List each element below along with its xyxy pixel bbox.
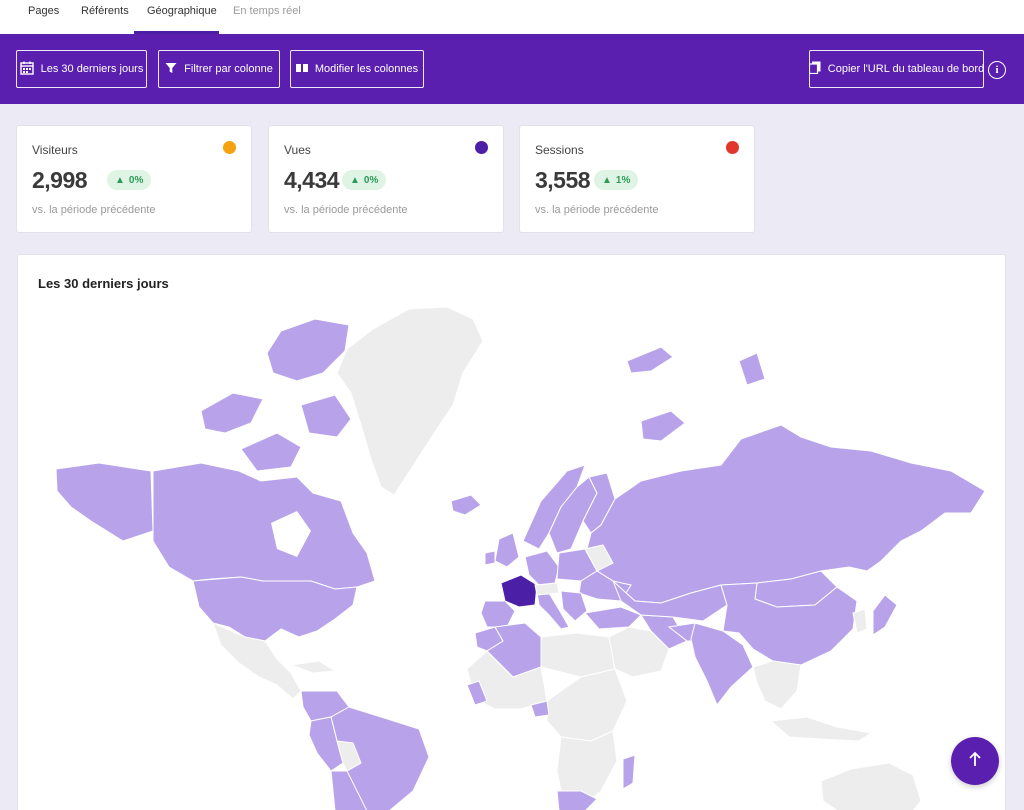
change-badge: ▲ 1% bbox=[594, 170, 639, 190]
date-range-button[interactable]: Les 30 derniers jours bbox=[16, 50, 147, 88]
country-russia[interactable] bbox=[584, 424, 986, 604]
arrow-up-icon: ▲ bbox=[602, 174, 612, 186]
filter-label: Filtrer par colonne bbox=[184, 63, 273, 75]
country-russia-islands[interactable] bbox=[738, 352, 766, 386]
country-nigeria[interactable] bbox=[530, 700, 550, 718]
country-peru[interactable] bbox=[308, 716, 344, 772]
stat-value: 3,558 bbox=[535, 167, 591, 193]
country-central-africa[interactable] bbox=[546, 668, 628, 742]
country-uk[interactable] bbox=[494, 532, 520, 568]
stat-label: Visiteurs bbox=[32, 143, 78, 157]
country-mexico[interactable] bbox=[212, 622, 302, 700]
country-china[interactable] bbox=[720, 582, 858, 666]
tab-geographique[interactable]: Géographique bbox=[147, 5, 217, 17]
country-middle-east[interactable] bbox=[608, 626, 670, 678]
country-south-africa[interactable] bbox=[556, 790, 598, 810]
country-turkey[interactable] bbox=[584, 606, 642, 630]
country-usa-alaska[interactable] bbox=[55, 462, 154, 542]
country-korea[interactable] bbox=[852, 608, 868, 634]
country-india[interactable] bbox=[690, 622, 754, 706]
tab-bar: Pages Référents Géographique En temps ré… bbox=[0, 0, 1024, 34]
dashboard-toolbar: Les 30 derniers jours Filtrer par colonn… bbox=[0, 34, 1024, 104]
tab-temps-reel[interactable]: En temps réel bbox=[233, 5, 301, 17]
columns-icon bbox=[295, 63, 308, 76]
arrow-up-icon: ▲ bbox=[115, 174, 125, 186]
country-italy[interactable] bbox=[536, 592, 570, 630]
country-libya-egypt[interactable] bbox=[540, 632, 616, 678]
country-germany-benelux[interactable] bbox=[524, 550, 560, 586]
country-austria-swiss[interactable] bbox=[534, 582, 560, 596]
stat-card-visiteurs: Visiteurs 2,998 ▲ 0% vs. la période précé… bbox=[16, 125, 252, 233]
country-southern-africa[interactable] bbox=[556, 730, 618, 808]
country-indonesia[interactable] bbox=[769, 716, 873, 742]
world-map[interactable] bbox=[18, 255, 1006, 810]
legend-dot bbox=[475, 141, 488, 154]
country-balkans[interactable] bbox=[560, 590, 588, 622]
stat-label: Vues bbox=[284, 143, 311, 157]
country-russia-islands[interactable] bbox=[640, 410, 686, 442]
copy-dashboard-url-button[interactable]: Copier l'URL du tableau de bord bbox=[808, 50, 985, 88]
legend-dot bbox=[223, 141, 236, 154]
stat-card-sessions: Sessions 3,558 ▲ 1% vs. la période précéd… bbox=[519, 125, 755, 233]
comparison-text: vs. la période précédente bbox=[284, 204, 408, 216]
comparison-text: vs. la période précédente bbox=[32, 204, 156, 216]
comparison-text: vs. la période précédente bbox=[535, 204, 659, 216]
country-ireland[interactable] bbox=[484, 550, 496, 566]
stat-value: 4,434 bbox=[284, 167, 340, 193]
filter-button[interactable]: Filtrer par colonne bbox=[158, 50, 280, 88]
world-map-card: Les 30 derniers jours bbox=[17, 254, 1006, 810]
country-australia[interactable] bbox=[820, 762, 922, 810]
date-range-label: Les 30 derniers jours bbox=[40, 63, 144, 75]
copy-icon bbox=[808, 61, 821, 77]
country-canada-arctic[interactable] bbox=[300, 394, 352, 438]
country-canada-arctic[interactable] bbox=[240, 432, 302, 472]
country-greenland[interactable] bbox=[336, 306, 484, 496]
edit-columns-label: Modifier les colonnes bbox=[314, 63, 419, 75]
info-icon[interactable]: i bbox=[988, 61, 1006, 79]
stat-label: Sessions bbox=[535, 143, 584, 157]
country-senegal-coast[interactable] bbox=[466, 680, 488, 706]
legend-dot bbox=[726, 141, 739, 154]
change-value: 0% bbox=[363, 174, 379, 186]
country-bolivia[interactable] bbox=[336, 740, 362, 772]
stat-value: 2,998 bbox=[32, 167, 88, 193]
tab-referents[interactable]: Référents bbox=[81, 5, 129, 17]
country-argentina-chile[interactable] bbox=[330, 770, 368, 810]
country-russia-islands[interactable] bbox=[626, 346, 674, 374]
country-southeast-asia[interactable] bbox=[752, 660, 802, 710]
scroll-to-top-button[interactable] bbox=[951, 737, 999, 785]
country-japan[interactable] bbox=[872, 594, 898, 636]
change-badge: ▲ 0% bbox=[342, 170, 387, 190]
arrow-up-icon: ▲ bbox=[350, 174, 360, 186]
arrow-up-icon bbox=[968, 751, 982, 772]
country-canada-arctic[interactable] bbox=[200, 392, 264, 434]
stat-card-vues: Vues 4,434 ▲ 0% vs. la période précédente bbox=[268, 125, 504, 233]
map-title: Les 30 derniers jours bbox=[38, 276, 169, 291]
country-belarus[interactable] bbox=[584, 544, 614, 572]
calendar-icon bbox=[19, 61, 34, 78]
filter-icon bbox=[165, 62, 177, 77]
country-usa[interactable] bbox=[192, 576, 358, 642]
change-value: 1% bbox=[615, 174, 631, 186]
tab-pages[interactable]: Pages bbox=[28, 5, 60, 17]
copy-url-label: Copier l'URL du tableau de bord bbox=[827, 63, 985, 75]
country-canada[interactable] bbox=[152, 462, 376, 590]
change-badge: ▲ 0% bbox=[107, 170, 152, 190]
country-iceland[interactable] bbox=[450, 494, 482, 516]
country-cuba[interactable] bbox=[290, 660, 337, 674]
active-tab-indicator bbox=[134, 31, 219, 34]
country-madagascar[interactable] bbox=[622, 754, 636, 790]
change-value: 0% bbox=[128, 174, 144, 186]
water-hudson-bay bbox=[271, 511, 311, 557]
country-canada-arctic[interactable] bbox=[266, 318, 350, 382]
edit-columns-button[interactable]: Modifier les colonnes bbox=[290, 50, 424, 88]
country-spain[interactable] bbox=[480, 600, 516, 628]
